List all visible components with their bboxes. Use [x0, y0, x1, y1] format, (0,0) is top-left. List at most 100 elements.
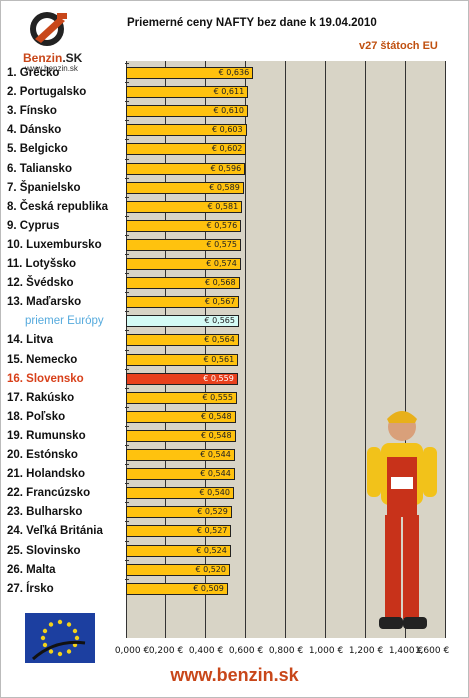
bar: € 0,581 — [126, 200, 243, 213]
logo-url: www.benzin.sk — [25, 64, 78, 73]
chart-subtitle: v27 štátoch EU — [359, 40, 438, 52]
y-tick — [125, 292, 129, 294]
bar: € 0,520 — [126, 563, 230, 576]
bar-value-label: € 0,603 — [212, 125, 243, 135]
bar-value-label: € 0,596 — [210, 163, 242, 173]
bar: € 0,576 — [126, 219, 242, 232]
bar: € 0,602 — [126, 143, 247, 156]
bar-value-label: € 0,636 — [218, 68, 250, 77]
bar: € 0,611 — [126, 86, 249, 99]
category-label: 21. Holandsko — [7, 468, 85, 481]
bar-value-label: € 0,567 — [204, 297, 236, 307]
x-tick-label: 1,600 € — [414, 646, 450, 656]
logo-brand-suffix: .SK — [62, 51, 83, 65]
y-tick — [125, 254, 129, 255]
bar-value-label: € 0,509 — [193, 583, 224, 593]
gridline — [405, 61, 406, 638]
y-tick — [125, 387, 129, 389]
footer-url[interactable]: www.benzin.sk — [170, 665, 299, 685]
y-tick — [125, 425, 129, 427]
bar: € 0,574 — [126, 258, 241, 270]
y-tick — [125, 234, 129, 236]
category-label: 12. Švédsko — [7, 277, 74, 290]
x-tick-label: 0,000 € — [114, 646, 150, 656]
category-label: 10. Luxembursko — [7, 238, 102, 251]
bar-value-label: € 0,527 — [196, 526, 228, 536]
logo-brand-text: Benzin.SK — [23, 51, 82, 65]
bar-value-label: € 0,610 — [213, 106, 244, 116]
bar: € 0,527 — [126, 525, 232, 538]
bar-value-label: € 0,555 — [202, 392, 233, 402]
bar-value-label: € 0,520 — [195, 564, 226, 574]
y-tick — [125, 368, 129, 370]
x-tick-label: 0,200 € — [148, 646, 184, 656]
gridline — [325, 61, 326, 638]
fuel-attendant-mascot — [367, 411, 437, 629]
bar-value-label: € 0,576 — [206, 220, 238, 230]
category-label: 4. Dánsko — [7, 124, 62, 137]
bar: € 0,544 — [126, 468, 235, 481]
fuel-nozzle-icon — [30, 12, 67, 46]
x-tick-label: 0,600 € — [228, 646, 264, 656]
category-label: priemer Európy — [25, 315, 104, 328]
gridline — [445, 61, 446, 638]
y-tick — [125, 559, 129, 561]
category-label: 13. Maďarsko — [7, 296, 82, 309]
bar-value-label: € 0,581 — [207, 201, 239, 211]
bar: € 0,540 — [126, 487, 234, 500]
bar: € 0,596 — [126, 162, 246, 175]
category-label: 7. Španielsko — [7, 181, 81, 194]
category-label: 24. Veľká Británia — [7, 525, 103, 538]
y-tick — [125, 540, 129, 542]
y-tick — [125, 101, 129, 103]
y-tick — [125, 464, 129, 466]
category-label: 3. Fínsko — [7, 105, 57, 118]
y-tick — [125, 330, 129, 332]
y-tick — [125, 120, 129, 122]
category-label: 1. Grécko — [7, 67, 60, 79]
y-tick — [125, 483, 129, 485]
logo-brand: Benzin — [23, 51, 63, 65]
y-tick — [125, 63, 129, 64]
bar-value-label: € 0,559 — [203, 373, 234, 383]
category-label: 19. Rumunsko — [7, 429, 86, 442]
y-tick — [125, 158, 129, 160]
bar-value-label: € 0,540 — [199, 488, 230, 498]
bar: € 0,636 — [126, 67, 254, 79]
gridline — [245, 61, 246, 638]
bar-value-label: € 0,564 — [204, 335, 235, 345]
bar: € 0,565 — [126, 315, 239, 328]
bar-value-label: € 0,589 — [209, 182, 240, 192]
bar-value-label: € 0,529 — [197, 507, 228, 517]
bar: € 0,564 — [126, 334, 239, 347]
bar: € 0,548 — [126, 410, 236, 423]
gridline — [365, 61, 366, 638]
y-tick — [125, 349, 129, 351]
bar: € 0,561 — [126, 353, 239, 366]
category-label: 15. Nemecko — [7, 353, 78, 366]
y-tick — [125, 177, 129, 179]
bar: € 0,603 — [126, 124, 247, 137]
category-label: 23. Bulharsko — [7, 506, 83, 519]
category-label: 6. Taliansko — [7, 162, 72, 175]
bar: € 0,567 — [126, 296, 240, 309]
gridline — [165, 61, 166, 638]
x-tick-label: 1,200 € — [348, 646, 384, 656]
bar: € 0,524 — [126, 544, 231, 557]
y-tick — [125, 273, 129, 275]
y-tick — [125, 521, 129, 523]
bar: € 0,529 — [126, 506, 232, 519]
gridline — [285, 61, 286, 638]
x-tick-label: 0,800 € — [268, 646, 304, 656]
bar-value-label: € 0,611 — [213, 87, 245, 97]
category-label: 17. Rakúsko — [7, 391, 75, 404]
category-label: 11. Lotyšsko — [7, 258, 77, 270]
bar: € 0,548 — [126, 429, 236, 442]
benzin-logo[interactable]: Benzin.SK www.benzin.sk — [7, 7, 89, 73]
bar: € 0,555 — [126, 391, 237, 404]
y-tick — [125, 311, 129, 313]
bar-value-label: € 0,561 — [203, 354, 235, 364]
bar: € 0,544 — [126, 449, 235, 461]
bar-value-label: € 0,524 — [196, 545, 227, 555]
